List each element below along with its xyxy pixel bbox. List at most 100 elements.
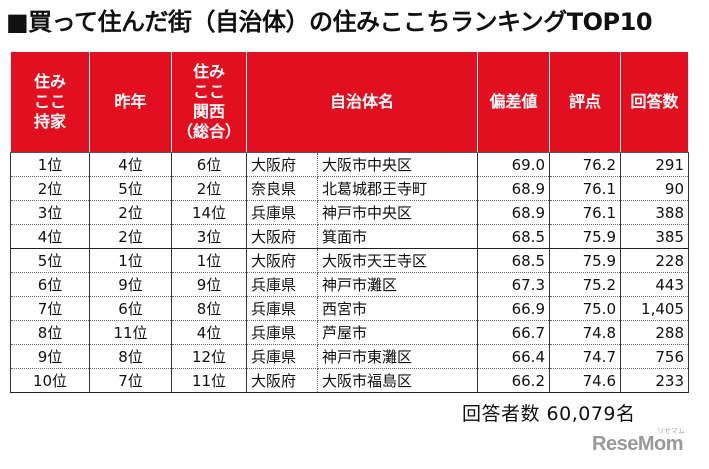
cell-rank-kansai: 1位 bbox=[171, 248, 247, 273]
cell-previous-year: 6位 bbox=[89, 296, 172, 321]
table-row: 3位 2位 14位 兵庫県 神戸市中央区 68.9 76.1 388 bbox=[10, 200, 689, 225]
header-responses: 回答数 bbox=[620, 51, 689, 153]
cell-prefecture: 兵庫県 bbox=[246, 296, 318, 321]
cell-prefecture: 兵庫県 bbox=[246, 344, 318, 369]
cell-responses: 90 bbox=[620, 176, 689, 201]
cell-previous-year: 11位 bbox=[89, 320, 172, 345]
header-rank-kansai: 住み ここ 関西 （総合） bbox=[171, 51, 247, 153]
cell-score: 74.8 bbox=[549, 320, 621, 345]
cell-city: 大阪市中央区 bbox=[317, 152, 478, 177]
resemom-logo: ReseMom リセマム bbox=[592, 428, 685, 456]
cell-prefecture: 大阪府 bbox=[246, 248, 318, 273]
table-row: 10位 7位 11位 大阪府 大阪市福島区 66.2 74.6 233 bbox=[10, 368, 689, 393]
table-body: 1位 4位 6位 大阪府 大阪市中央区 69.0 76.2 291 2位 5位 2位 奈良県 北葛城郡王… bbox=[10, 152, 689, 393]
header-rank-owner: 住み ここ 持家 bbox=[10, 51, 90, 153]
cell-deviation: 68.9 bbox=[477, 176, 550, 201]
cell-city: 北葛城郡王寺町 bbox=[317, 176, 478, 201]
cell-previous-year: 1位 bbox=[89, 248, 172, 273]
cell-previous-year: 5位 bbox=[89, 176, 172, 201]
cell-rank-kansai: 9位 bbox=[171, 272, 247, 297]
cell-previous-year: 7位 bbox=[89, 368, 172, 393]
cell-previous-year: 9位 bbox=[89, 272, 172, 297]
logo-subtext: リセマム bbox=[656, 428, 685, 435]
cell-responses: 385 bbox=[620, 224, 689, 249]
cell-city: 大阪市天王寺区 bbox=[317, 248, 478, 273]
cell-responses: 291 bbox=[620, 152, 689, 177]
cell-responses: 443 bbox=[620, 272, 689, 297]
cell-rank: 9位 bbox=[10, 344, 90, 369]
cell-responses: 1,405 bbox=[620, 296, 689, 321]
cell-rank: 1位 bbox=[10, 152, 90, 177]
cell-prefecture: 大阪府 bbox=[246, 152, 318, 177]
cell-score: 75.9 bbox=[549, 248, 621, 273]
cell-responses: 388 bbox=[620, 200, 689, 225]
cell-rank-kansai: 12位 bbox=[171, 344, 247, 369]
cell-deviation: 68.5 bbox=[477, 224, 550, 249]
cell-score: 74.6 bbox=[549, 368, 621, 393]
cell-prefecture: 大阪府 bbox=[246, 368, 318, 393]
cell-rank-kansai: 11位 bbox=[171, 368, 247, 393]
cell-previous-year: 4位 bbox=[89, 152, 172, 177]
cell-previous-year: 2位 bbox=[89, 200, 172, 225]
cell-rank-kansai: 4位 bbox=[171, 320, 247, 345]
cell-rank-kansai: 14位 bbox=[171, 200, 247, 225]
cell-previous-year: 2位 bbox=[89, 224, 172, 249]
cell-deviation: 68.5 bbox=[477, 248, 550, 273]
header-municipality: 自治体名 bbox=[246, 51, 478, 153]
cell-deviation: 67.3 bbox=[477, 272, 550, 297]
cell-rank-kansai: 2位 bbox=[171, 176, 247, 201]
cell-score: 75.2 bbox=[549, 272, 621, 297]
cell-deviation: 68.9 bbox=[477, 200, 550, 225]
table-row: 7位 6位 8位 兵庫県 西宮市 66.9 75.0 1,405 bbox=[10, 296, 689, 321]
cell-score: 75.9 bbox=[549, 224, 621, 249]
cell-score: 75.0 bbox=[549, 296, 621, 321]
cell-prefecture: 大阪府 bbox=[246, 224, 318, 249]
cell-rank: 5位 bbox=[10, 248, 90, 273]
cell-score: 74.7 bbox=[549, 344, 621, 369]
cell-rank: 2位 bbox=[10, 176, 90, 201]
cell-city: 箕面市 bbox=[317, 224, 478, 249]
ranking-table: 住み ここ 持家 昨年 住み ここ 関西 （総合） 自治体名 偏差値 評点 回答… bbox=[10, 51, 689, 393]
cell-deviation: 66.7 bbox=[477, 320, 550, 345]
table-row: 4位 2位 3位 大阪府 箕面市 68.5 75.9 385 bbox=[10, 224, 689, 249]
cell-responses: 233 bbox=[620, 368, 689, 393]
cell-rank-kansai: 3位 bbox=[171, 224, 247, 249]
table-row: 1位 4位 6位 大阪府 大阪市中央区 69.0 76.2 291 bbox=[10, 152, 689, 177]
cell-rank: 10位 bbox=[10, 368, 90, 393]
cell-deviation: 66.4 bbox=[477, 344, 550, 369]
cell-responses: 756 bbox=[620, 344, 689, 369]
header-score: 評点 bbox=[549, 51, 621, 153]
cell-prefecture: 兵庫県 bbox=[246, 320, 318, 345]
cell-city: 大阪市福島区 bbox=[317, 368, 478, 393]
cell-rank: 7位 bbox=[10, 296, 90, 321]
header-deviation: 偏差値 bbox=[477, 51, 550, 153]
table-row: 9位 8位 12位 兵庫県 神戸市東灘区 66.4 74.7 756 bbox=[10, 344, 689, 369]
cell-deviation: 69.0 bbox=[477, 152, 550, 177]
cell-rank-kansai: 8位 bbox=[171, 296, 247, 321]
table-row: 8位 11位 4位 兵庫県 芦屋市 66.7 74.8 288 bbox=[10, 320, 689, 345]
cell-deviation: 66.9 bbox=[477, 296, 550, 321]
cell-score: 76.1 bbox=[549, 200, 621, 225]
cell-city: 芦屋市 bbox=[317, 320, 478, 345]
cell-city: 神戸市灘区 bbox=[317, 272, 478, 297]
cell-prefecture: 奈良県 bbox=[246, 176, 318, 201]
cell-score: 76.2 bbox=[549, 152, 621, 177]
table-row: 2位 5位 2位 奈良県 北葛城郡王寺町 68.9 76.1 90 bbox=[10, 176, 689, 201]
cell-rank: 6位 bbox=[10, 272, 90, 297]
cell-deviation: 66.2 bbox=[477, 368, 550, 393]
page-title: ■買って住んだ街（自治体）の住みここちランキングTOP10 bbox=[6, 8, 653, 36]
cell-responses: 228 bbox=[620, 248, 689, 273]
cell-rank: 8位 bbox=[10, 320, 90, 345]
cell-city: 神戸市東灘区 bbox=[317, 344, 478, 369]
header-previous-year: 昨年 bbox=[89, 51, 172, 153]
cell-city: 西宮市 bbox=[317, 296, 478, 321]
table-header-row: 住み ここ 持家 昨年 住み ここ 関西 （総合） 自治体名 偏差値 評点 回答… bbox=[10, 51, 689, 153]
cell-previous-year: 8位 bbox=[89, 344, 172, 369]
table-row: 6位 9位 9位 兵庫県 神戸市灘区 67.3 75.2 443 bbox=[10, 272, 689, 297]
cell-prefecture: 兵庫県 bbox=[246, 200, 318, 225]
logo-text: ReseMom bbox=[592, 433, 683, 455]
cell-rank: 3位 bbox=[10, 200, 90, 225]
cell-rank-kansai: 6位 bbox=[171, 152, 247, 177]
cell-rank: 4位 bbox=[10, 224, 90, 249]
cell-score: 76.1 bbox=[549, 176, 621, 201]
